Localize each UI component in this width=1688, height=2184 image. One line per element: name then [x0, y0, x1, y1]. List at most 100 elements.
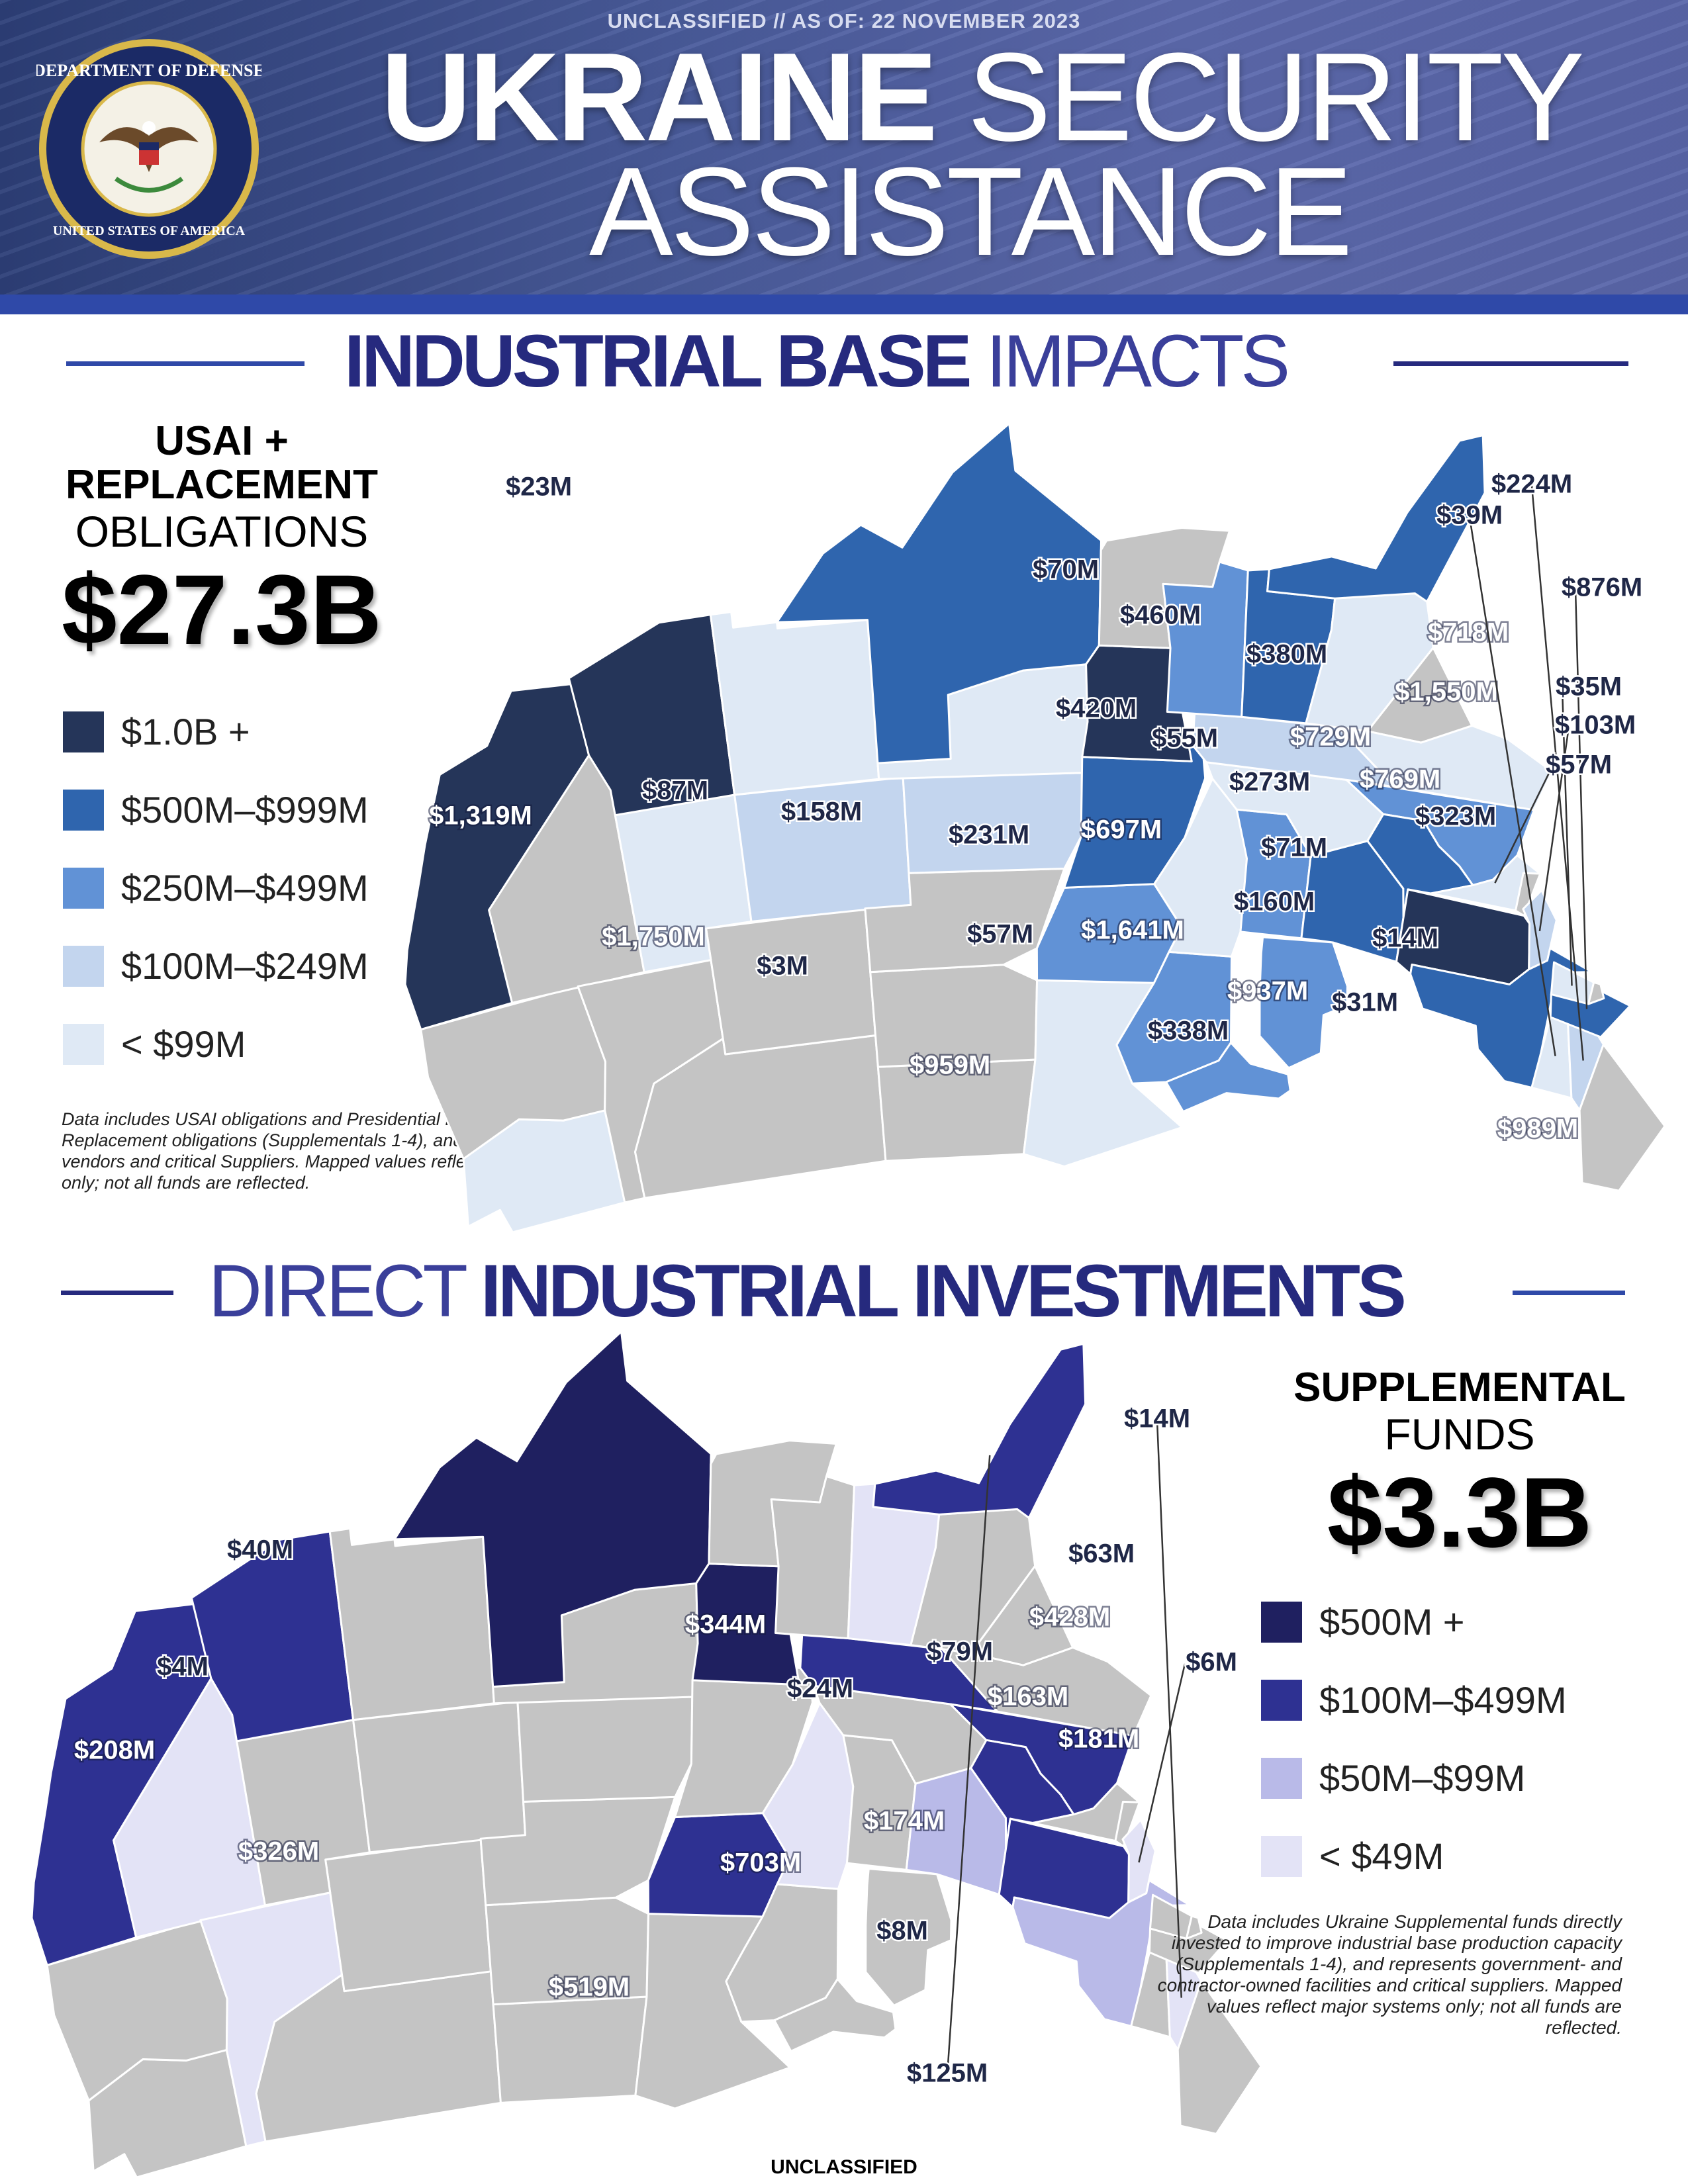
- state-value-label-al: $8M: [876, 1917, 928, 1946]
- state-value-label-wa: $23M: [506, 473, 572, 502]
- page-title-line1: UKRAINE SECURITY: [381, 34, 1585, 160]
- state-value-label-pa: $1,550M: [1395, 678, 1498, 707]
- state-value-label-nh: $224M: [1491, 470, 1572, 499]
- state-value-label-vt: $39M: [1436, 501, 1503, 530]
- state-value-label-ny: $718M: [1428, 618, 1509, 647]
- state-value-label-oh: $729M: [1290, 723, 1371, 752]
- state-ma: [1549, 989, 1632, 1038]
- state-value-label-nv: $4M: [157, 1653, 209, 1682]
- state-value-label-nm: $3M: [757, 952, 808, 981]
- callout-line-nj: [1138, 1663, 1186, 1863]
- state-value-label-pa: $428M: [1029, 1603, 1110, 1632]
- section2-heading-light: DIRECT: [209, 1250, 467, 1332]
- state-value-label-ut: $87M: [642, 776, 708, 805]
- state-wy: [324, 1837, 492, 1993]
- section2-heading-bold: INDUSTRIAL INVESTMENTS: [480, 1250, 1407, 1332]
- dod-seal-logo: DEPARTMENT OF DEFENSE UNITED STATES OF A…: [36, 39, 261, 259]
- callout-line-ma: [1574, 588, 1588, 1009]
- summary2-label-1: SUPPLEMENTAL: [1293, 1365, 1626, 1410]
- state-co: [352, 1700, 526, 1854]
- classification-banner: UNCLASSIFIED // AS OF: 22 NOVEMBER 2023: [607, 9, 1081, 32]
- summary2-total: $3.3B: [1327, 1457, 1593, 1568]
- legend-label: < $99M: [121, 1023, 246, 1065]
- summary-label-3: OBLIGATIONS: [75, 507, 369, 556]
- state-tx: [776, 422, 1103, 764]
- state-value-label-al: $937M: [1227, 977, 1308, 1006]
- state-value-label-ma: $876M: [1562, 573, 1642, 602]
- callout-line-nh: [1156, 1420, 1182, 1998]
- state-value-label-ky: $71M: [1261, 833, 1327, 862]
- page-title-line2: ASSISTANCE: [589, 142, 1353, 282]
- callout-line-nj: [1538, 726, 1570, 932]
- legend-swatch: [1261, 1758, 1302, 1799]
- heading-divider-right-2: [1513, 1291, 1625, 1295]
- state-value-label-mn: $70M: [1033, 555, 1099, 584]
- legend-label: $100M–$499M: [1319, 1679, 1567, 1721]
- state-value-label-ia: $420M: [1056, 694, 1137, 723]
- section1-heading-bold: INDUSTRIAL BASE: [344, 320, 972, 402]
- state-value-label-ms: $338M: [1148, 1017, 1229, 1046]
- state-value-label-ga: $31M: [1332, 988, 1398, 1017]
- title-bold: UKRAINE: [381, 27, 938, 167]
- state-me: [1176, 1979, 1262, 2135]
- state-value-label-ca: $1,319M: [429, 801, 532, 831]
- state-value-label-tn: $174M: [864, 1807, 945, 1836]
- summary2-label-2: FUNDS: [1384, 1410, 1535, 1459]
- state-value-label-wv: $769M: [1360, 765, 1440, 794]
- legend-label: $100M–$249M: [121, 945, 369, 987]
- state-value-label-il: $55M: [1152, 724, 1218, 753]
- state-value-label-ia: $344M: [685, 1610, 766, 1639]
- state-mi: [773, 1978, 897, 2052]
- state-value-label-nj: $103M: [1555, 711, 1636, 740]
- state-value-label-ar: $1,641M: [1081, 916, 1184, 945]
- state-nd: [492, 1995, 648, 2104]
- state-sd: [485, 1896, 650, 2006]
- heading-divider-left: [66, 361, 305, 366]
- summary-label-2: REPLACEMENT: [66, 462, 378, 508]
- header-stripe: [0, 295, 1688, 314]
- legend-swatch: [63, 711, 104, 752]
- state-value-label-ny: $63M: [1068, 1539, 1135, 1569]
- state-value-label-ks: $231M: [949, 821, 1029, 850]
- state-value-label-il: $24M: [787, 1674, 853, 1704]
- state-value-label-nc: $14M: [1372, 924, 1438, 953]
- state-ks: [516, 1696, 694, 1803]
- legend-label: $50M–$99M: [1319, 1757, 1526, 1799]
- state-value-label-ct: $35M: [1556, 672, 1622, 702]
- state-value-label-tx: $959M: [910, 1051, 990, 1080]
- state-ma: [1148, 1924, 1229, 1975]
- state-ri: [1185, 1915, 1203, 1940]
- state-value-label-va: $323M: [1415, 802, 1496, 831]
- legend-swatch: [1261, 1680, 1302, 1721]
- legend-swatch: [1261, 1602, 1302, 1643]
- map-industrial-base-impacts: $23M $70M $460M $380M $420M $55M $273M $729M $1,…: [404, 422, 1666, 1234]
- legend-swatch: [1261, 1836, 1302, 1877]
- state-me: [1578, 1043, 1666, 1192]
- state-value-label-az: $326M: [238, 1837, 319, 1866]
- legend-label: < $49M: [1319, 1835, 1444, 1877]
- state-value-label-fl: $125M: [907, 2059, 988, 2088]
- legend-label: $1.0B +: [121, 711, 250, 752]
- state-value-label-nj: $6M: [1186, 1648, 1237, 1677]
- callout-line-nh: [1530, 485, 1584, 1061]
- state-value-label-mi: $380M: [1246, 640, 1327, 669]
- seal-lettering-bottom: UNITED STATES OF AMERICA: [53, 224, 246, 238]
- state-nm: [328, 1527, 495, 1721]
- heading-divider-left-2: [61, 1291, 173, 1295]
- legend-label: $500M +: [1319, 1601, 1465, 1643]
- state-fl: [1266, 434, 1486, 603]
- state-mi: [1165, 1041, 1291, 1113]
- state-de: [1514, 872, 1542, 917]
- state-value-label-in: $273M: [1229, 768, 1310, 797]
- heading-divider-right: [1393, 361, 1628, 366]
- legend-swatch: [63, 868, 104, 909]
- callout-line-fl: [946, 1455, 991, 2075]
- state-tx: [393, 1330, 712, 1688]
- state-mi: [1258, 936, 1348, 1069]
- state-de: [1114, 1800, 1141, 1848]
- legend-label: $250M–$499M: [121, 867, 369, 909]
- state-value-label-tx: $519M: [549, 1973, 630, 2002]
- state-mi: [865, 1868, 953, 2007]
- section2-footnote: Data includes Ukraine Supplemental funds…: [1157, 1911, 1622, 2038]
